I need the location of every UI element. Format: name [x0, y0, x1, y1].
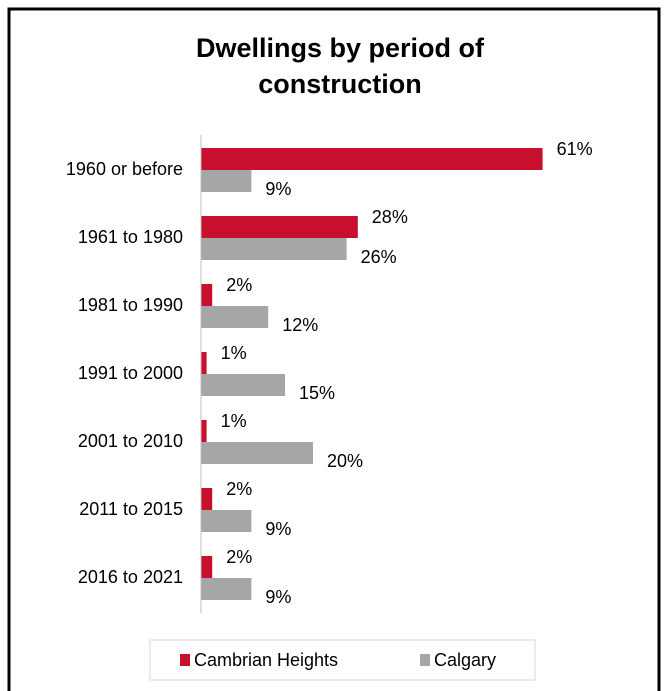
- bar: [201, 510, 252, 532]
- bar: [201, 306, 269, 328]
- data-label: 15%: [299, 383, 335, 403]
- data-label: 61%: [557, 139, 593, 159]
- data-label: 12%: [282, 315, 318, 335]
- legend-label: Cambrian Heights: [194, 650, 338, 670]
- bar: [201, 578, 252, 600]
- bar: [201, 488, 213, 510]
- data-label: 28%: [372, 207, 408, 227]
- bar: [201, 374, 285, 396]
- data-label: 9%: [265, 179, 291, 199]
- bar: [201, 420, 207, 442]
- chart-title: Dwellings by period of construction: [195, 33, 485, 99]
- bar: [201, 170, 252, 192]
- bar: [201, 216, 358, 238]
- frame: [7, 7, 661, 691]
- bar: [201, 238, 347, 260]
- data-label: 2%: [226, 547, 252, 567]
- y-tick-label: 1991 to 2000: [78, 363, 183, 383]
- data-label: 26%: [361, 247, 397, 267]
- legend-label: Calgary: [434, 650, 496, 670]
- legend-box: [149, 639, 536, 681]
- legend-swatch: [180, 654, 190, 666]
- data-label: 2%: [226, 275, 252, 295]
- y-tick-label: 2011 to 2015: [79, 499, 183, 519]
- data-label: 20%: [327, 451, 363, 471]
- y-tick-label: 1960 or before: [66, 159, 183, 179]
- data-label: 1%: [221, 411, 247, 431]
- bar: [201, 284, 213, 306]
- y-tick-label: 2001 to 2010: [78, 431, 183, 451]
- bar: [201, 556, 213, 578]
- bar: [201, 148, 543, 170]
- data-label: 9%: [265, 587, 291, 607]
- y-tick-label: 1981 to 1990: [78, 295, 183, 315]
- bar: [201, 442, 313, 464]
- bar: [201, 352, 207, 374]
- data-label: 2%: [226, 479, 252, 499]
- y-tick-label: 2016 to 2021: [78, 567, 183, 587]
- data-label: 9%: [265, 519, 291, 539]
- y-tick-label: 1961 to 1980: [78, 227, 183, 247]
- data-label: 1%: [221, 343, 247, 363]
- legend-swatch: [420, 654, 430, 666]
